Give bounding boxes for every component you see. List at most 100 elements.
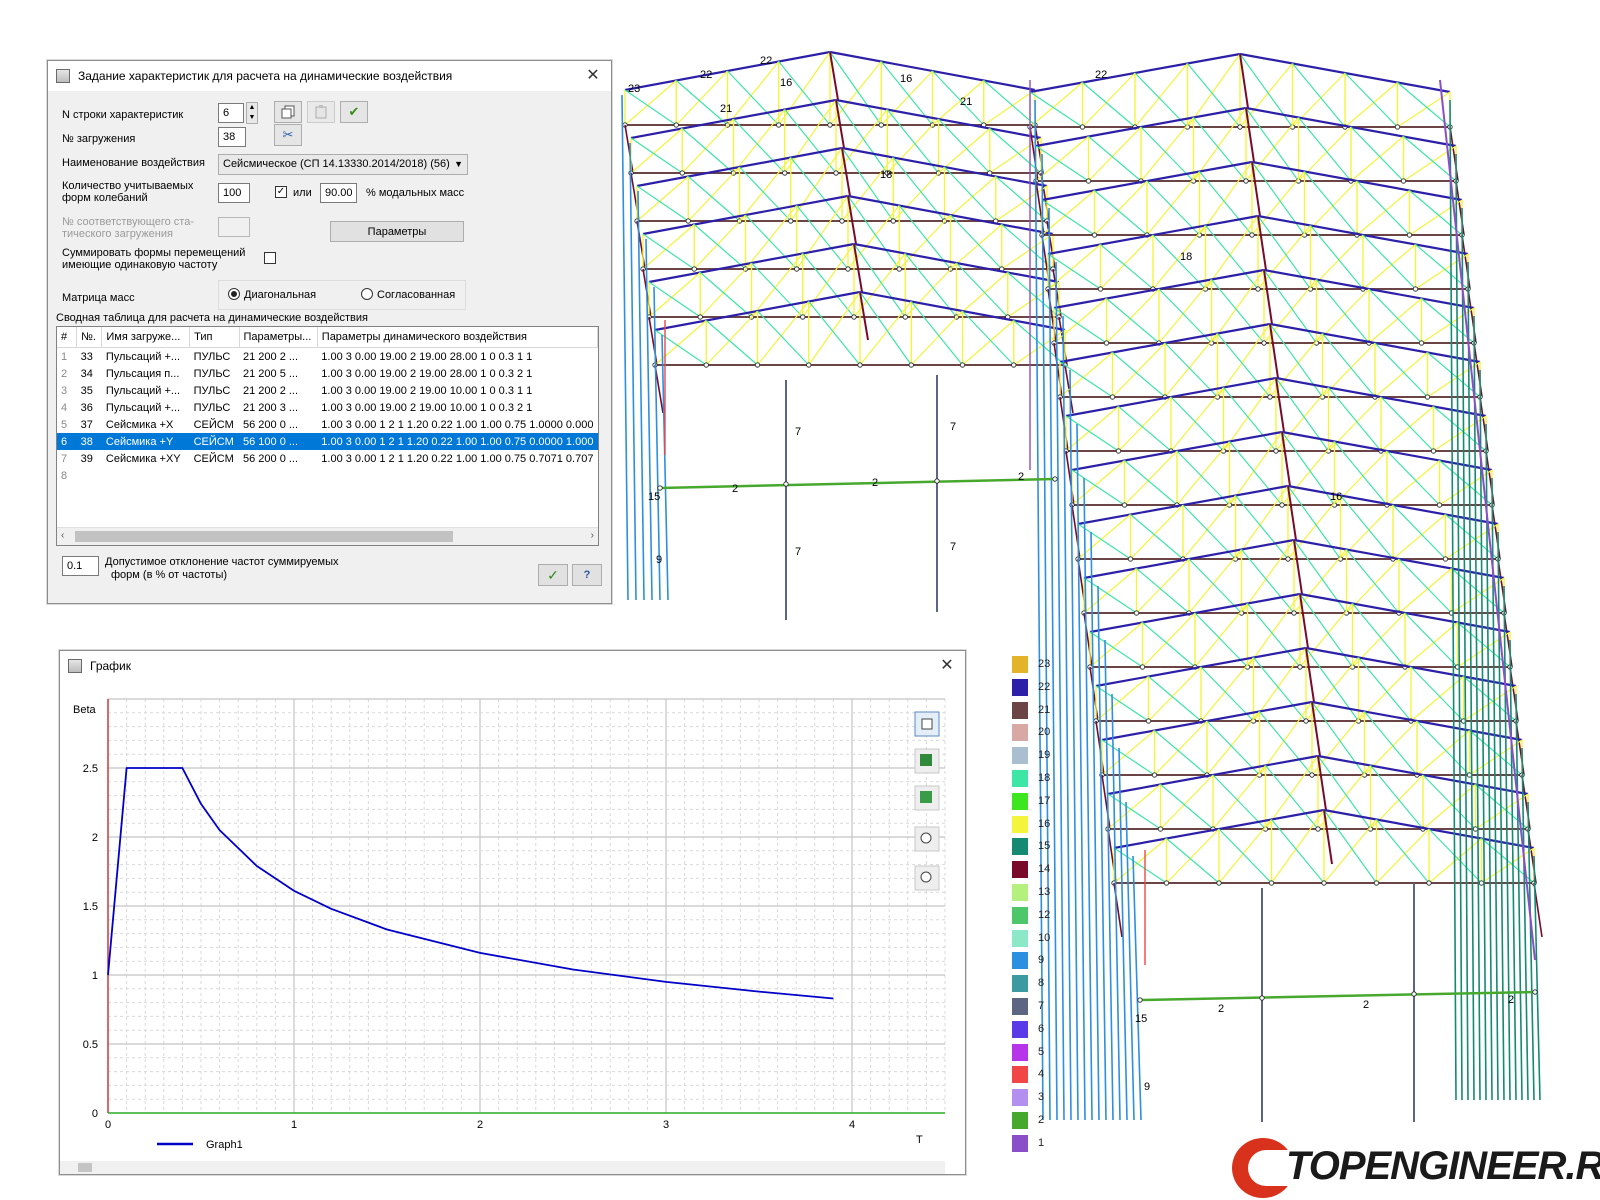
table-row[interactable]: 6 38 Сейсмика +Y СЕЙСМ 56 100 0 ... 1.00 3 0.… (57, 433, 598, 450)
web-diagonal (1404, 622, 1458, 668)
table-horizontal-scrollbar[interactable]: ‹ › (57, 527, 598, 545)
node-marker (1394, 124, 1401, 130)
table-row[interactable]: 8 (57, 467, 598, 484)
column (1455, 153, 1463, 1101)
table-row[interactable]: 3 35 Пульсаций +... ПУЛЬС 21 200 2 ... 1.00 3… (57, 382, 598, 399)
table-row[interactable]: 1 33 Пульсаций +... ПУЛЬС 21 200 2 ... 1.00 3… (57, 348, 598, 366)
web-diagonal (1251, 171, 1305, 236)
table-cell: 34 (80, 367, 93, 380)
bracing-diagonal (1433, 406, 1487, 452)
load-number-input[interactable]: 38 (218, 127, 246, 147)
close-icon[interactable]: ✕ (940, 657, 954, 674)
radio-diagonal[interactable] (228, 288, 240, 300)
bracing-diagonal (835, 99, 888, 174)
table-cell: Сейсмика +X (105, 418, 174, 431)
table-row[interactable]: 7 39 Сейсмика +XY СЕЙСМ 56 200 0 ... 1.00 3 0… (57, 450, 598, 467)
bracing-diagonal (1253, 657, 1307, 722)
modal-mass-input[interactable]: 90.00 (320, 183, 357, 203)
web-diagonal (1263, 279, 1317, 344)
bracing-diagonal (1358, 657, 1412, 722)
col-header-number[interactable]: №. (76, 327, 103, 348)
table-row[interactable]: 5 37 Сейсмика +X СЕЙСМ 56 200 0 ... 1.00 3 0.… (57, 416, 598, 433)
summary-table[interactable]: # №. Имя загруже... Тип Параметры... Пар… (56, 326, 599, 546)
row-number-input[interactable]: 6 (218, 103, 244, 123)
bracing-diagonal (1247, 603, 1301, 668)
web-diagonal (1305, 657, 1359, 722)
table-cell: 4 (61, 401, 68, 414)
web-diagonal (1265, 755, 1319, 830)
ridge-purlin (841, 147, 851, 197)
zoom-in-button[interactable] (914, 865, 940, 891)
paste-button[interactable] (307, 101, 335, 123)
bracing-diagonal (1229, 441, 1283, 506)
node-marker (1091, 232, 1098, 238)
model-frame-lines (621, 50, 1543, 1122)
scroll-thumb[interactable] (75, 531, 453, 542)
web-diagonal (1146, 171, 1200, 236)
bracing-diagonal (630, 137, 683, 174)
bracing-diagonal (1029, 91, 1083, 128)
radio-consistent[interactable] (361, 288, 373, 300)
table-row[interactable]: 2 34 Пульсация п... ПУЛЬС 21 200 5 ... 1.00 3… (57, 365, 598, 382)
table-cell: СЕЙСМ (193, 452, 234, 465)
beam-label: 16 (780, 77, 792, 89)
copy-button[interactable] (274, 101, 302, 123)
web-diagonal (1275, 387, 1329, 452)
apply-check-button[interactable]: ✔ (340, 101, 368, 123)
mass-matrix-group (218, 280, 466, 310)
bracing-diagonal (1152, 234, 1206, 290)
bracing-diagonal (1134, 72, 1188, 128)
node-marker (845, 266, 851, 272)
col-header-load-name[interactable]: Имя загруже... (101, 327, 191, 348)
bracing-diagonal (1265, 765, 1319, 830)
modes-count-input[interactable]: 100 (218, 183, 250, 203)
bracing-diagonal (1421, 298, 1475, 344)
sum-modes-checkbox[interactable] (264, 252, 276, 264)
or-checkbox[interactable]: ✓ (275, 186, 287, 198)
topengineer-logo: TOPENGINEER.RU (1232, 1138, 1600, 1198)
node-marker (1267, 394, 1273, 400)
bracing-diagonal (733, 118, 786, 174)
col-header-index[interactable]: # (57, 327, 78, 348)
web-diagonal (1257, 225, 1311, 290)
bracing-diagonal (1271, 819, 1325, 884)
scroll-left-icon[interactable]: ‹ (61, 530, 65, 541)
bracing-diagonal (1397, 82, 1451, 128)
help-button[interactable]: ? (572, 564, 602, 586)
tolerance-label-2: форм (в % от частоты) (111, 569, 228, 581)
node-marker (679, 170, 685, 176)
node-marker (1321, 880, 1327, 886)
table-row[interactable]: 4 36 Пульсаций +... ПУЛЬС 21 200 3 ... 1.00 3… (57, 399, 598, 416)
node-marker (1157, 826, 1164, 832)
bracing-diagonal (784, 109, 837, 174)
ok-button[interactable]: ✓ (538, 564, 568, 586)
legend-swatch (1012, 724, 1028, 742)
beam-label: 16 (1330, 491, 1342, 503)
col-header-type[interactable]: Тип (189, 327, 240, 348)
col-header-params[interactable]: Параметры... (239, 327, 318, 348)
web-diagonal (1362, 244, 1416, 290)
table-cell: 1.00 3 0.00 19.00 2 19.00 28.00 1 0 0.3 … (321, 350, 533, 363)
col-header-dynamic-params[interactable]: Параметры динамического воздействия (317, 327, 598, 348)
table-cell: 7 (61, 452, 68, 465)
scroll-right-icon[interactable]: › (590, 530, 594, 541)
tolerance-input[interactable]: 0.1 (62, 556, 99, 576)
web-diagonal (1101, 730, 1155, 776)
export-excel-button[interactable] (914, 748, 940, 774)
chart-scroll-thumb[interactable] (78, 1163, 92, 1172)
table-cell: 6 (57, 433, 77, 450)
node-marker (1079, 124, 1086, 130)
web-diagonal (1463, 685, 1517, 722)
parameters-button[interactable]: Параметры (330, 221, 464, 242)
static-load-input[interactable] (218, 217, 250, 237)
cut-button[interactable]: ✂ (274, 124, 302, 146)
bracing-diagonal (859, 291, 912, 366)
table-cell: 8 (61, 469, 68, 482)
close-icon[interactable]: ✕ (586, 67, 600, 84)
effect-name-select[interactable]: Сейсмическое (СП 14.13330.2014/2018) (56… (218, 154, 468, 175)
row-number-spinner[interactable]: ▲ ▼ (246, 102, 258, 124)
web-diagonal (790, 147, 843, 222)
spectrum-chart[interactable]: 0 1 2 3 4 0 0.5 1 1.5 2 2.5 Beta T Graph1 (60, 681, 965, 1174)
chart-horizontal-scrollbar[interactable] (60, 1161, 945, 1174)
